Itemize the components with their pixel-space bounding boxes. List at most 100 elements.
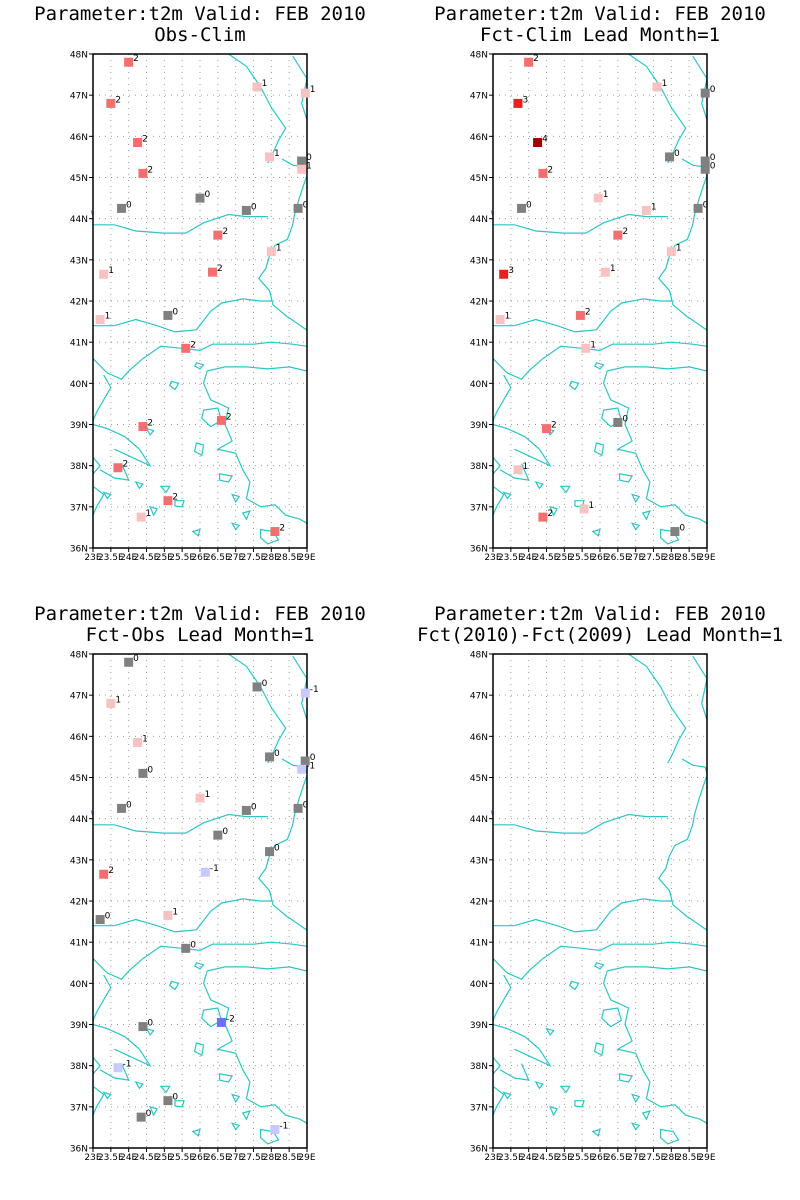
station-marker bbox=[117, 203, 127, 213]
station-value-label: 0 bbox=[172, 1093, 178, 1103]
station-marker bbox=[524, 57, 534, 67]
island-outline bbox=[168, 380, 180, 391]
panel-fct-diff: Parameter:t2m Valid: FEB 2010 Fct(2010)-… bbox=[400, 600, 800, 1200]
coastline bbox=[93, 213, 268, 234]
station-value-label: 2 bbox=[533, 54, 539, 64]
station-marker bbox=[241, 205, 251, 215]
island-outline bbox=[241, 510, 251, 521]
coastline bbox=[292, 55, 308, 121]
island-outline bbox=[230, 522, 241, 531]
y-tick-label: 43N bbox=[70, 256, 88, 266]
coastline bbox=[92, 1023, 152, 1068]
island-outline bbox=[134, 1081, 144, 1090]
coastline bbox=[628, 653, 687, 764]
y-tick-label: 39N bbox=[470, 421, 488, 431]
station-marker bbox=[124, 657, 134, 667]
coastline bbox=[492, 485, 505, 516]
island-outline bbox=[549, 1105, 559, 1117]
island-outline bbox=[630, 1093, 641, 1104]
station-marker bbox=[613, 230, 623, 240]
island-outline bbox=[201, 1007, 223, 1028]
y-tick-label: 46N bbox=[70, 733, 88, 743]
y-tick-label: 48N bbox=[70, 651, 88, 661]
y-tick-label: 47N bbox=[470, 692, 488, 702]
station-value-label: 0 bbox=[274, 749, 280, 759]
x-tick-label: 27.5E bbox=[241, 553, 267, 563]
coastline bbox=[493, 298, 672, 333]
station-value-label: 2 bbox=[279, 524, 285, 534]
station-value-label: 1 bbox=[676, 244, 682, 254]
island-outline bbox=[545, 1027, 555, 1036]
coastline bbox=[292, 655, 308, 721]
station-value-label: 0 bbox=[251, 202, 257, 212]
island-outline bbox=[549, 505, 559, 517]
station-marker bbox=[300, 688, 310, 698]
coastline bbox=[228, 653, 287, 764]
coastline bbox=[92, 945, 201, 980]
y-tick-label: 46N bbox=[70, 133, 88, 143]
station-marker bbox=[538, 512, 548, 522]
panel-title-line1: Parameter:t2m Valid: FEB 2010 bbox=[434, 3, 766, 25]
y-tick-label: 46N bbox=[470, 733, 488, 743]
x-tick-label: 27E bbox=[627, 1153, 644, 1163]
coastline bbox=[93, 813, 268, 834]
y-tick-label: 37N bbox=[70, 503, 88, 513]
station-value-label: 0 bbox=[674, 149, 680, 159]
island-outline bbox=[194, 442, 205, 457]
station-marker bbox=[138, 768, 148, 778]
station-marker bbox=[241, 805, 251, 815]
station-value-label: 1 bbox=[651, 202, 657, 212]
station-marker bbox=[700, 156, 710, 166]
y-tick-label: 42N bbox=[70, 298, 88, 308]
station-marker bbox=[200, 867, 210, 877]
station-value-label: 0 bbox=[222, 827, 228, 837]
station-marker bbox=[216, 415, 226, 425]
x-tick-label: 25E bbox=[556, 1153, 573, 1163]
station-value-label: 1 bbox=[590, 340, 596, 350]
coastline bbox=[199, 941, 308, 951]
station-value-label: 2 bbox=[190, 340, 196, 350]
x-tick-label: 26E bbox=[191, 1153, 208, 1163]
station-value-label: 0 bbox=[251, 802, 257, 812]
station-marker bbox=[181, 943, 191, 953]
station-marker bbox=[593, 193, 603, 203]
station-value-label: 1 bbox=[172, 907, 178, 917]
station-value-label: 1 bbox=[610, 264, 616, 274]
y-tick-label: 40N bbox=[470, 980, 488, 990]
station-value-label: 2 bbox=[147, 419, 153, 429]
station-marker bbox=[213, 830, 223, 840]
coastline bbox=[93, 898, 272, 933]
coastline bbox=[492, 1057, 501, 1075]
station-value-label: 2 bbox=[142, 135, 148, 145]
coastline bbox=[492, 1085, 505, 1116]
station-marker bbox=[138, 168, 148, 178]
y-tick-label: 36N bbox=[70, 545, 88, 555]
station-marker bbox=[99, 869, 109, 879]
coastline bbox=[93, 298, 272, 333]
station-value-label: 2 bbox=[222, 227, 228, 237]
station-marker bbox=[581, 343, 591, 353]
station-marker bbox=[99, 269, 109, 279]
station-value-label: 1 bbox=[505, 312, 511, 322]
coastline bbox=[199, 341, 308, 351]
coastline bbox=[492, 1023, 552, 1068]
station-marker bbox=[95, 315, 105, 325]
station-value-label: 2 bbox=[108, 866, 114, 876]
station-value-label: 0 bbox=[147, 1019, 153, 1029]
station-value-label: 3 bbox=[522, 95, 528, 105]
x-tick-label: 24E bbox=[120, 1153, 137, 1163]
coastline bbox=[92, 1057, 101, 1075]
station-marker bbox=[117, 803, 127, 813]
coastline bbox=[606, 966, 708, 972]
y-tick-label: 38N bbox=[70, 1062, 88, 1072]
coastline bbox=[202, 370, 308, 524]
coastline bbox=[658, 175, 708, 331]
station-marker bbox=[270, 527, 280, 537]
station-marker bbox=[213, 230, 223, 240]
coastline bbox=[92, 1085, 105, 1116]
coastline bbox=[599, 941, 708, 951]
station-marker bbox=[163, 1096, 173, 1106]
y-tick-label: 45N bbox=[70, 174, 88, 184]
coastline bbox=[492, 423, 552, 468]
island-outline bbox=[594, 1042, 605, 1057]
